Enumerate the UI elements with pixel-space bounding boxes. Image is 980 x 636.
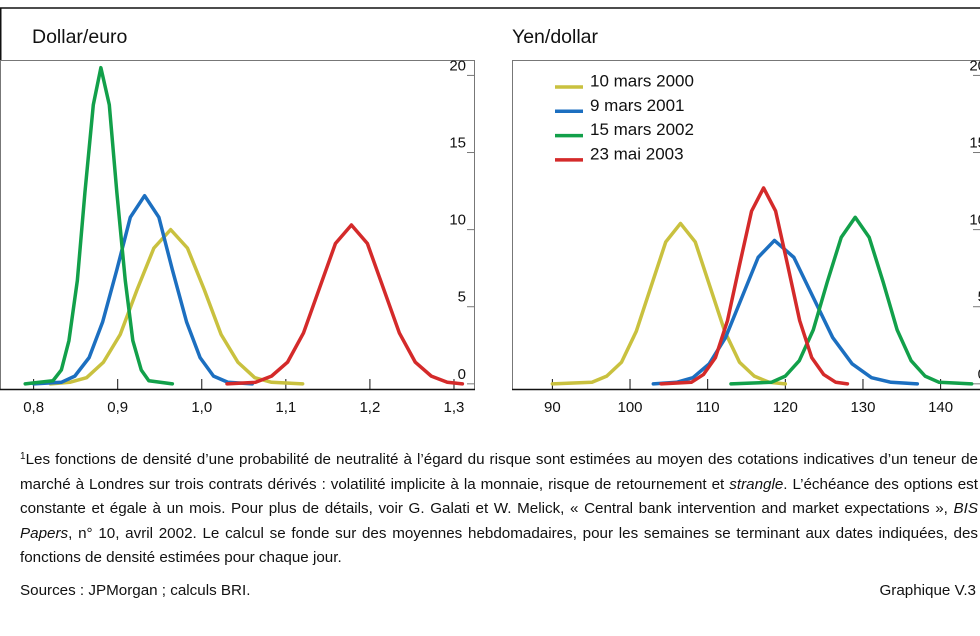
density-curve — [225, 223, 465, 386]
footnote-italic: BIS Papers — [20, 500, 978, 542]
sources: Sources : JPMorgan ; calculs BRI. — [20, 582, 251, 599]
footnote-text: , n° 10, avril 2002. Le calcul se fonde … — [20, 524, 978, 567]
charts: Dollar/euro 0,8 0,9 1,0 1,1 1,2 1,3 0 5 10 15 20 Yen… — [0, 7, 980, 416]
chart-title: Dollar/euro — [32, 26, 128, 48]
y-tick-label: 10 — [969, 212, 980, 229]
density-curve — [48, 227, 305, 386]
density-curve — [23, 65, 175, 386]
plot-frame — [0, 60, 475, 390]
x-tick-label: 110 — [696, 399, 720, 416]
chart-title: Yen/dollar — [512, 26, 599, 48]
footnote-marker: 1 — [20, 451, 26, 462]
x-tick-label: 1,0 — [191, 399, 212, 416]
y-tick-label: 5 — [458, 289, 466, 306]
density-curve — [651, 238, 920, 386]
x-tick-label: 140 — [928, 399, 953, 416]
x-tick-label: 120 — [773, 399, 798, 416]
x-tick-label: 130 — [850, 399, 875, 416]
x-tick-label: 1,3 — [444, 399, 465, 416]
x-tick-label: 0,8 — [23, 399, 44, 416]
y-tick-label: 5 — [978, 289, 980, 306]
footnote: 1Les fonctions de densité d’une probabil… — [20, 445, 978, 571]
legend-label: 9 mars 2001 — [590, 96, 685, 115]
y-tick-label: 15 — [969, 134, 980, 151]
density-curve — [729, 215, 974, 386]
density-curve — [31, 193, 254, 386]
figure-label: Graphique V.3 — [879, 582, 976, 599]
y-tick-label: 0 — [458, 366, 466, 383]
legend-label: 23 mai 2003 — [590, 144, 684, 163]
density-curve — [550, 221, 788, 386]
footnote-italic: strangle — [729, 475, 784, 493]
x-tick-label: 1,2 — [359, 399, 380, 416]
plot-frame — [512, 60, 980, 390]
sources-row: Sources : JPMorgan ; calculs BRI. Graphiq… — [20, 582, 978, 599]
y-tick-label: 20 — [969, 57, 980, 74]
y-tick-label: 0 — [978, 366, 980, 383]
legend-label: 15 mars 2002 — [590, 120, 694, 139]
footnote-text: . L’échéance des options est constante e… — [20, 475, 978, 518]
x-tick-label: 100 — [618, 399, 643, 416]
x-tick-label: 90 — [544, 399, 561, 416]
density-curve — [659, 186, 850, 386]
footnote-text: Les fonctions de densité d’une probabili… — [20, 451, 978, 493]
legend-label: 10 mars 2000 — [590, 71, 694, 90]
x-tick-label: 1,1 — [275, 399, 296, 416]
y-tick-label: 20 — [449, 57, 466, 74]
x-tick-label: 0,9 — [107, 399, 128, 416]
y-tick-label: 10 — [449, 212, 466, 229]
y-tick-label: 15 — [449, 134, 466, 151]
